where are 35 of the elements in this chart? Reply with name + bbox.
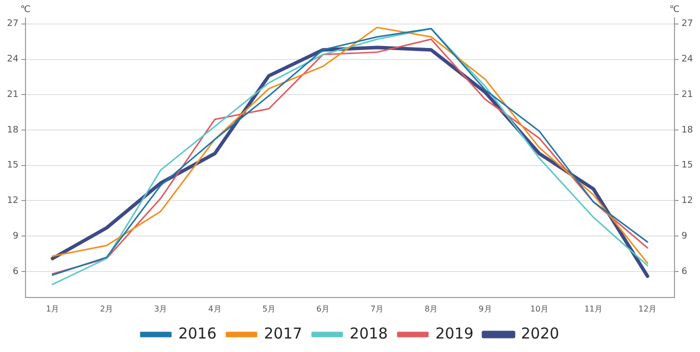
x-tick-label: 9月 [478,304,492,314]
x-tick-label: 8月 [424,304,438,314]
legend-label: 2018 [350,324,388,342]
y-tick-label: 24 [7,54,19,65]
x-tick-label: 11月 [584,304,603,314]
y2-tick-label: 24 [682,54,694,65]
legend-label: 2019 [435,324,474,342]
y2-tick-label: 6 [682,266,688,277]
y2-tick-label: 27 [682,19,693,30]
y2-tick-label: 12 [682,196,693,206]
x-tick-label: 10月 [530,304,548,314]
legend-label: 2020 [521,324,560,342]
y2-tick-label: 18 [682,125,694,136]
y2-tick-label: 9 [682,231,688,242]
y-tick-label: 9 [12,231,19,242]
legend-label: 2016 [178,324,217,342]
y-tick-label: 15 [7,160,18,171]
x-tick-label: 12月 [638,304,657,314]
y-tick-label: 6 [12,266,19,277]
y2-tick-label: 21 [682,90,693,100]
x-tick-label: 2月 [100,304,114,314]
x-tick-label: 7月 [370,304,384,314]
legend-label: 2017 [264,324,302,342]
x-tick-label: 1月 [46,304,60,314]
y-axis-title: ℃ [20,4,31,15]
y-tick-label: 18 [7,125,19,136]
y2-tick-label: 15 [682,160,693,171]
y-tick-label: 27 [7,19,18,30]
x-tick-label: 5月 [262,304,276,314]
x-tick-label: 3月 [154,304,168,314]
y-tick-label: 21 [7,90,18,100]
x-tick-label: 6月 [316,304,330,314]
x-tick-label: 4月 [208,304,222,314]
y-tick-label: 12 [7,196,18,206]
y2-axis-title: ℃ [669,4,680,15]
